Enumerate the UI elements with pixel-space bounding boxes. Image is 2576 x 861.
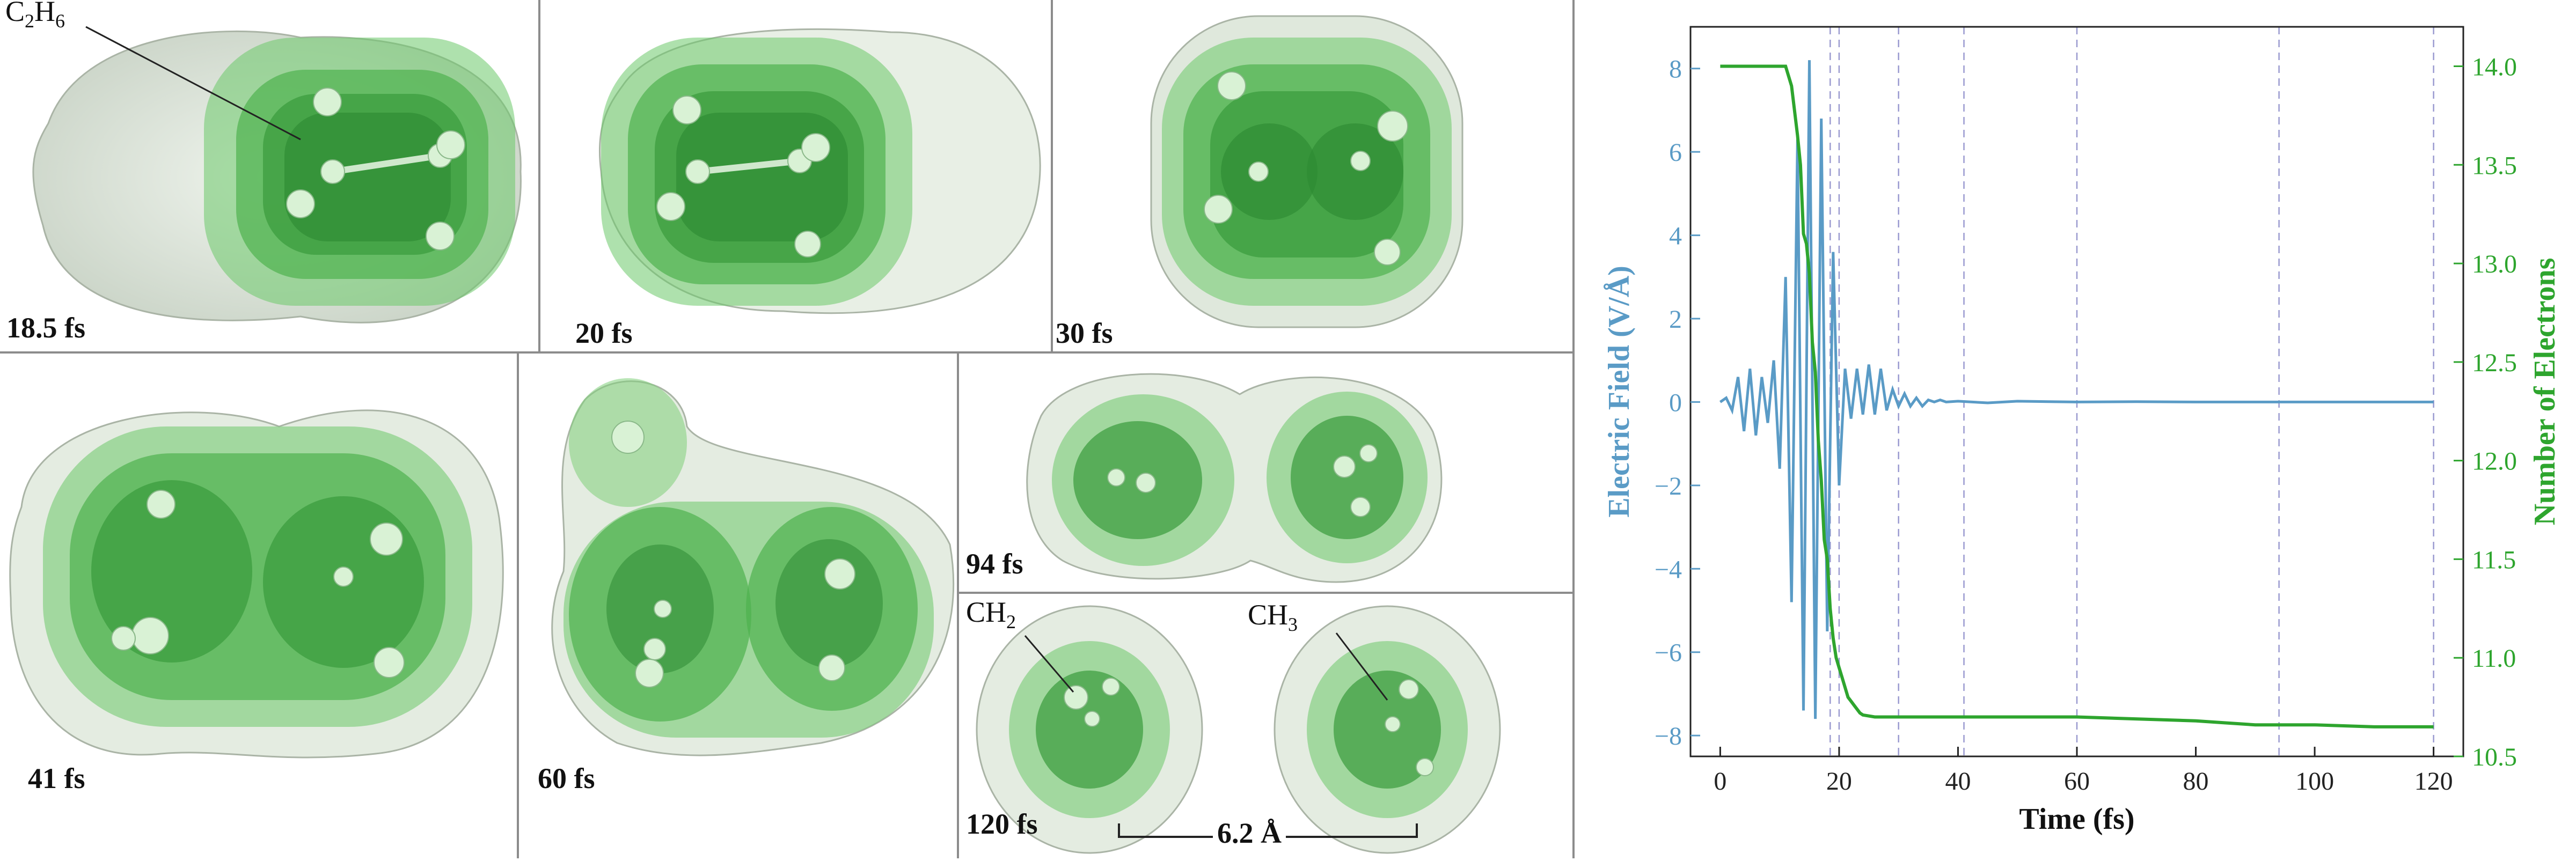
right-tick-label: 11.5 xyxy=(2472,546,2516,574)
label-leader-line xyxy=(85,26,301,141)
electric-field-series xyxy=(1719,60,2434,719)
snapshot-time-markers xyxy=(1829,27,2434,756)
shell-core-left xyxy=(91,480,252,663)
shell-core-left xyxy=(1221,123,1318,220)
x-tick-label: 20 xyxy=(1826,767,1852,796)
electron-count-series xyxy=(1720,64,2434,728)
right-axis-label: Number of Electrons xyxy=(2528,258,2562,526)
panel-divider xyxy=(1572,0,1575,858)
time-label: 120 fs xyxy=(966,808,1038,840)
right-tick-label: 13.0 xyxy=(2472,250,2517,278)
x-axis-label: Time (fs) xyxy=(2019,803,2134,836)
density-isosurface xyxy=(9,409,504,759)
left-tick-label: 0 xyxy=(1669,388,1682,417)
snapshot-panel-20fs: 20 fs xyxy=(542,0,1049,351)
left-tick-label: −8 xyxy=(1655,722,1682,750)
panel-divider xyxy=(0,351,1572,354)
shell-core-right xyxy=(1307,123,1403,220)
atom-group xyxy=(611,421,855,688)
left-tick-label: −6 xyxy=(1655,639,1682,667)
panel-divider xyxy=(957,354,959,858)
right-tick-label: 10.5 xyxy=(2472,743,2517,771)
density-isosurface xyxy=(1026,373,1443,583)
time-label: 41 fs xyxy=(28,762,85,794)
density-isosurface xyxy=(976,605,1501,854)
left-tick-label: 2 xyxy=(1669,305,1682,334)
ch2-leader-line xyxy=(1024,635,1074,693)
left-axis-ticks: −8 −6 −4 −2 0 2 4 6 8 xyxy=(1655,55,1700,750)
x-tick-label: 0 xyxy=(1714,767,1726,796)
left-tick-label: 8 xyxy=(1669,55,1682,84)
left-axis-label: Electric Field (V/Å) xyxy=(1602,266,1636,518)
time-label: 20 fs xyxy=(575,317,633,349)
snapshot-panel-60fs: 60 fs xyxy=(521,357,955,858)
panel-divider xyxy=(1051,0,1053,351)
x-tick-label: 100 xyxy=(2295,767,2334,796)
snapshot-panel-18-5fs: C2H6 18.5 fs xyxy=(0,0,537,351)
atom-group xyxy=(111,490,405,678)
panel-divider xyxy=(959,592,1572,594)
time-label: 94 fs xyxy=(966,548,1023,580)
density-isosurface xyxy=(32,26,522,323)
atom-group xyxy=(1204,71,1408,266)
snapshot-panel-41fs: 41 fs xyxy=(0,357,515,858)
x-tick-label: 80 xyxy=(2183,767,2209,796)
atom-group xyxy=(1107,444,1378,517)
left-tick-label: 6 xyxy=(1669,138,1682,167)
atom-group xyxy=(286,87,465,251)
right-axis-ticks: 10.5 11.0 11.5 12.0 12.5 13.0 13.5 14.0 xyxy=(2454,53,2517,771)
distance-label: 6.2 Å xyxy=(1213,816,1286,850)
snapshot-panel-30fs: 30 fs xyxy=(1055,0,1572,351)
right-tick-label: 12.5 xyxy=(2472,349,2517,377)
ch3-leader-line xyxy=(1335,632,1388,701)
x-tick-label: 60 xyxy=(2064,767,2090,796)
field-electron-chart: 0 20 40 60 80 100 120 −8 −6 −4 −2 0 2 4 6 8 10.5 11.0 11… xyxy=(1602,26,2562,836)
density-isosurface xyxy=(1150,15,1463,328)
atom-group xyxy=(656,95,830,257)
chart-area: 0 20 40 60 80 100 120 −8 −6 −4 −2 0 2 4 6 8 10.5 11.0 11… xyxy=(1578,0,2576,858)
density-isosurface xyxy=(551,378,955,756)
molecule-label-ch3: CH3 xyxy=(1248,599,1298,635)
panel-divider xyxy=(538,0,540,351)
left-tick-label: −2 xyxy=(1655,472,1682,501)
x-tick-label: 120 xyxy=(2414,767,2453,796)
molecule-label-ch2: CH2 xyxy=(966,596,1016,632)
shell-layer-4 xyxy=(284,113,451,241)
density-isosurface xyxy=(598,28,1041,314)
shell-layer-left-2 xyxy=(1036,671,1143,789)
right-tick-label: 13.5 xyxy=(2472,151,2517,180)
right-tick-label: 11.0 xyxy=(2472,644,2516,673)
right-tick-label: 14.0 xyxy=(2472,53,2517,82)
x-tick-label: 40 xyxy=(1945,767,1971,796)
left-tick-label: 4 xyxy=(1669,222,1682,251)
shell-inner-right xyxy=(775,539,883,668)
time-label: 30 fs xyxy=(1056,317,1113,349)
time-label: 18.5 fs xyxy=(6,312,85,344)
snapshot-panel-94fs: 94 fs xyxy=(961,357,1572,590)
time-label: 60 fs xyxy=(538,762,595,794)
right-tick-label: 12.0 xyxy=(2472,447,2517,476)
x-axis-ticks: 0 20 40 60 80 100 120 xyxy=(1714,747,2453,796)
molecule-label-c2h6: C2H6 xyxy=(5,0,65,32)
left-tick-label: −4 xyxy=(1655,555,1682,584)
snapshot-panel-120fs: CH2 CH3 120 fs 6.2 Å xyxy=(961,595,1572,858)
atom-group xyxy=(1064,678,1434,776)
panel-divider xyxy=(517,354,519,858)
